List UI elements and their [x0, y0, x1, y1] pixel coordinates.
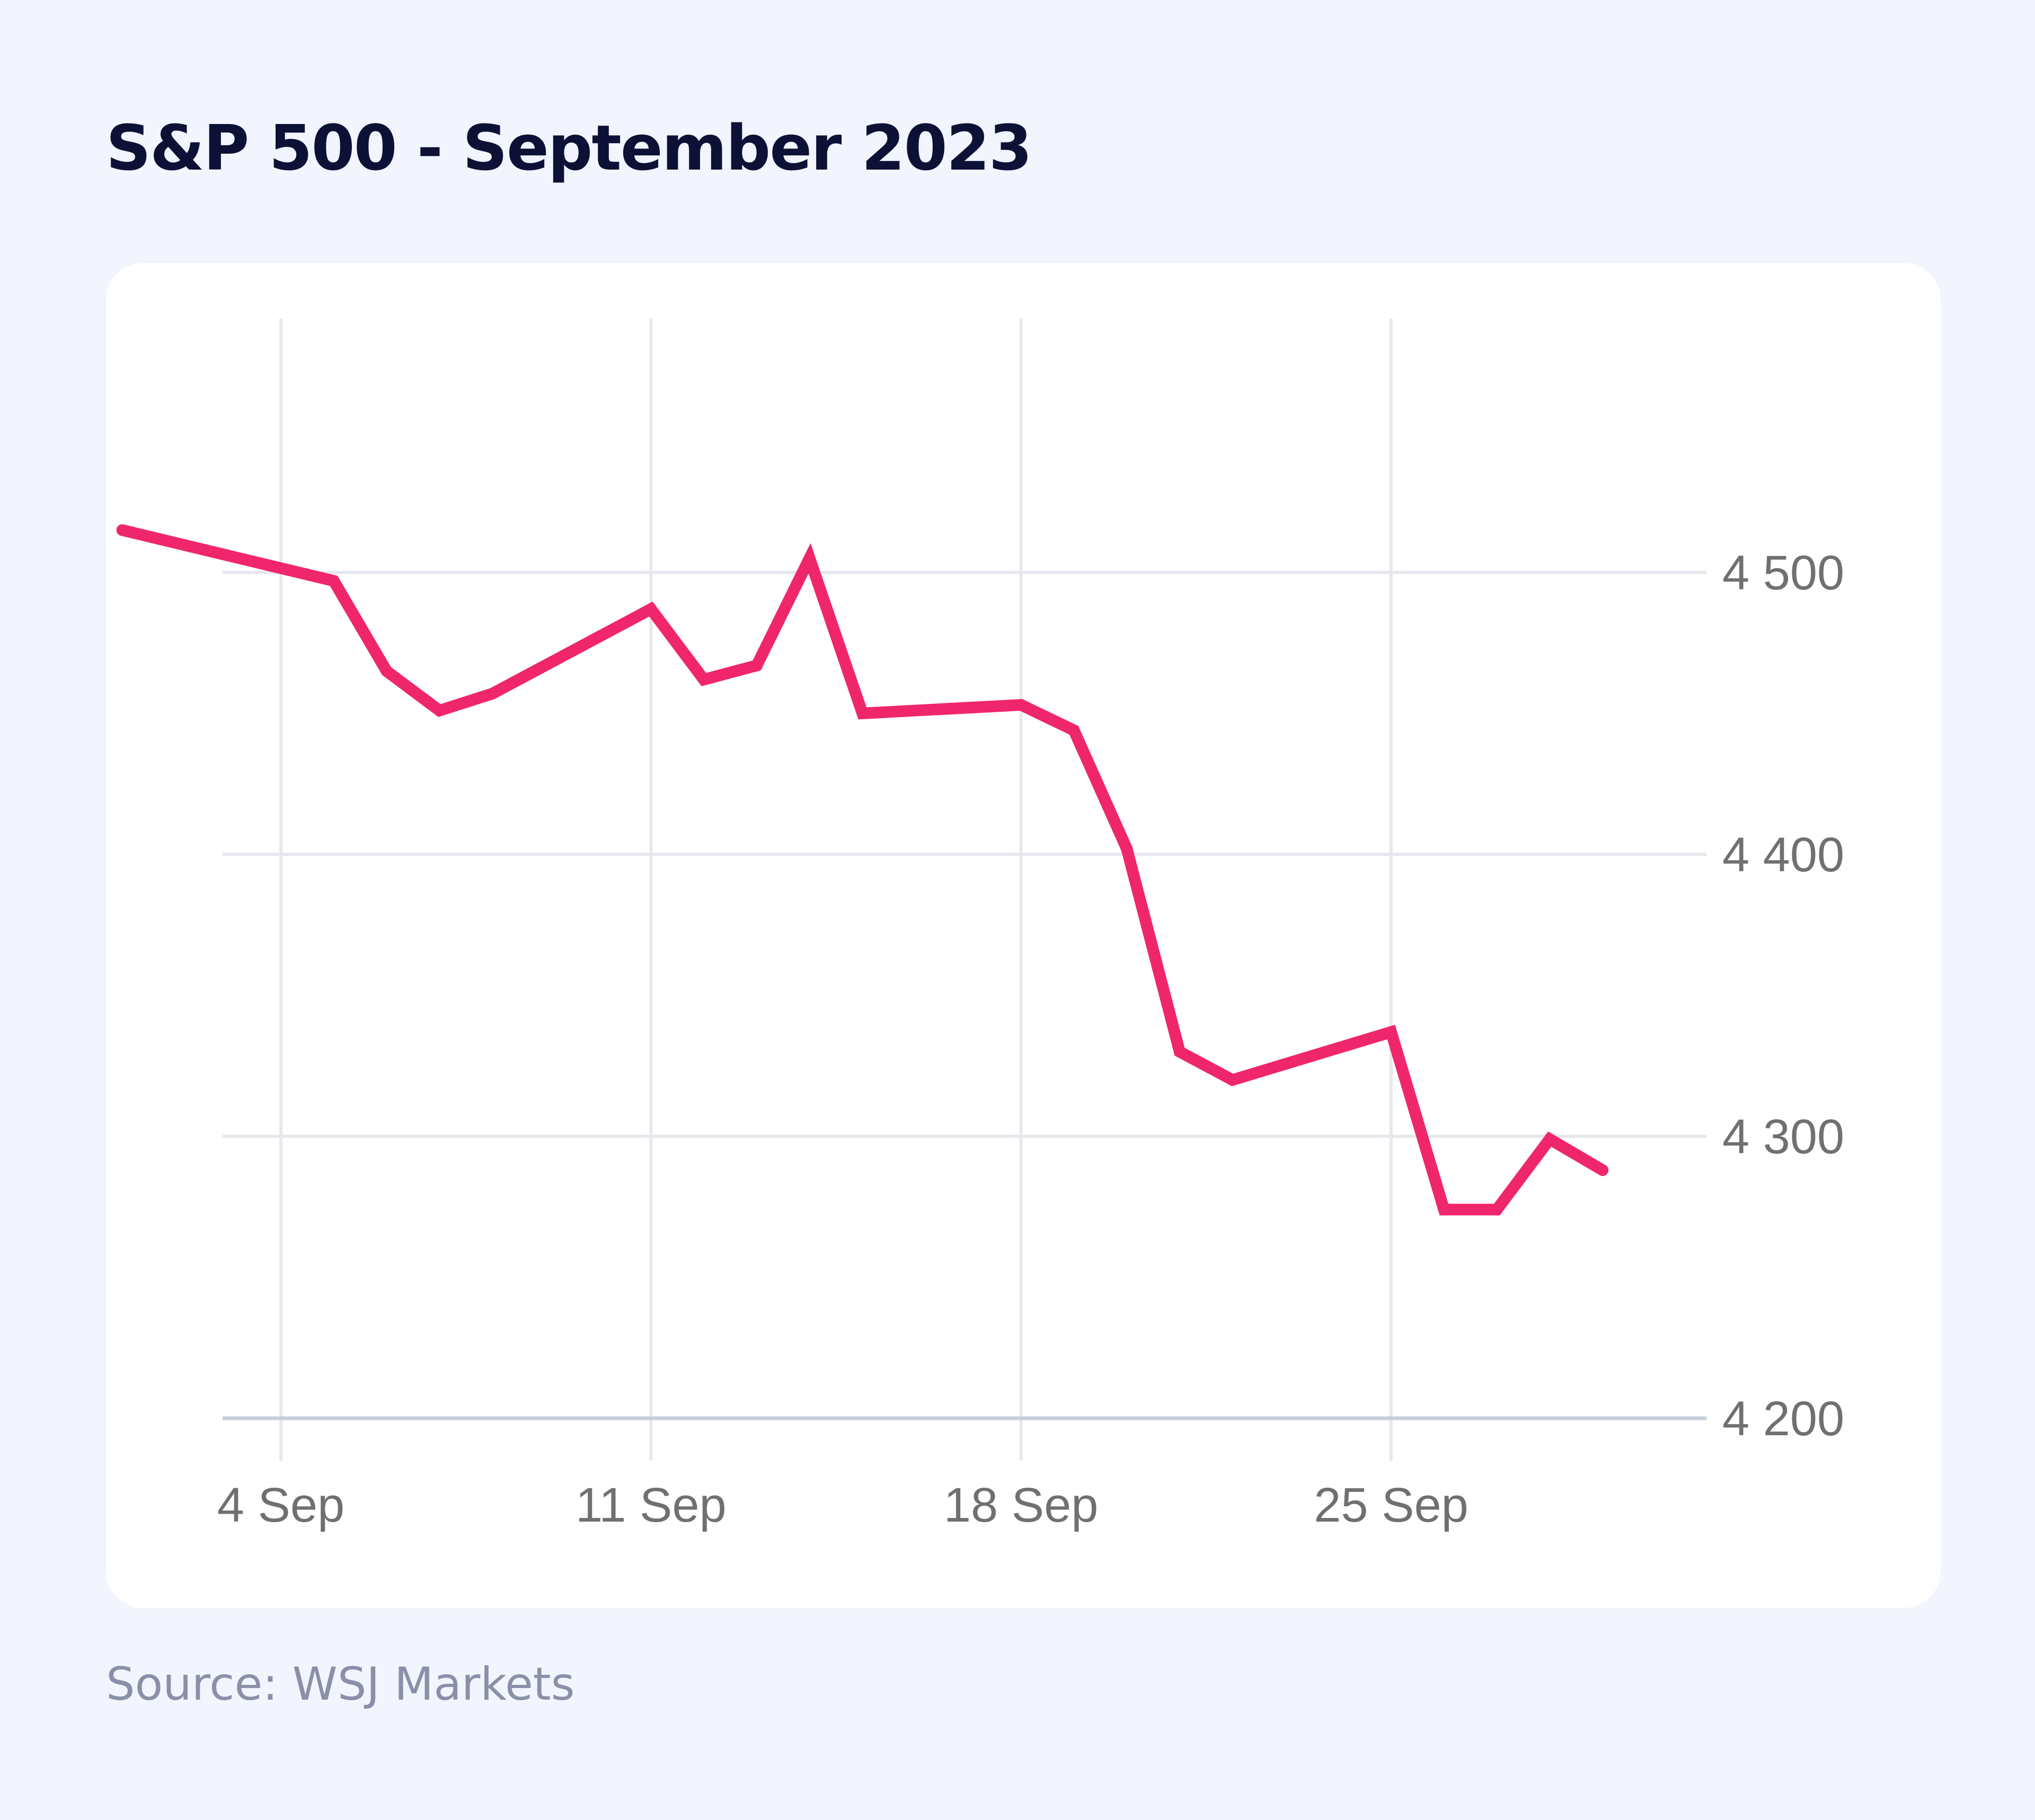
y-tick-label-1: 4 400	[1722, 828, 1844, 882]
source-note: Source: WSJ Markets	[106, 1658, 575, 1711]
data-point-4	[486, 687, 499, 700]
data-point-14	[1226, 1074, 1238, 1086]
chart-card: 4 Sep 11 Sep 18 Sep 25 Sep 4 500 4 400 4 300 4…	[106, 263, 1941, 1608]
x-axis-labels: 4 Sep 11 Sep 18 Sep 25 Sep	[217, 1478, 1468, 1532]
x-tick-label-0: 4 Sep	[217, 1478, 344, 1532]
x-tick-label-3: 25 Sep	[1314, 1478, 1468, 1532]
data-point-19	[1597, 1164, 1609, 1176]
data-point-6	[698, 674, 710, 686]
data-point-15	[1385, 1026, 1397, 1038]
data-point-7	[750, 659, 763, 672]
data-point-8	[803, 552, 816, 564]
data-point-9	[856, 708, 869, 719]
y-tick-label-0: 4 500	[1722, 546, 1844, 600]
data-point-13	[1173, 1046, 1185, 1058]
horizontal-gridlines	[223, 571, 1706, 1420]
data-point-16	[1438, 1204, 1450, 1216]
data-point-12	[1121, 843, 1133, 855]
series-line-0	[116, 524, 1608, 1216]
x-tick-label-1: 11 Sep	[576, 1478, 727, 1532]
data-point-1	[328, 575, 340, 587]
data-point-3	[433, 704, 446, 717]
data-point-2	[381, 665, 393, 677]
data-point-10	[1015, 699, 1027, 711]
series-layer	[116, 524, 1609, 1216]
y-tick-label-2: 4 300	[1722, 1110, 1844, 1164]
data-point-17	[1491, 1204, 1503, 1216]
page-title: S&P 500 - September 2023	[106, 111, 1032, 184]
data-point-11	[1068, 724, 1080, 736]
vertical-gridlines	[279, 319, 1393, 1461]
data-point-5	[645, 603, 657, 615]
y-axis-labels: 4 500 4 400 4 300 4 200	[1722, 546, 1844, 1446]
data-point-0	[116, 524, 128, 536]
data-point-18	[1544, 1133, 1556, 1145]
x-tick-label-2: 18 Sep	[944, 1478, 1099, 1532]
y-tick-label-3: 4 200	[1722, 1392, 1844, 1446]
